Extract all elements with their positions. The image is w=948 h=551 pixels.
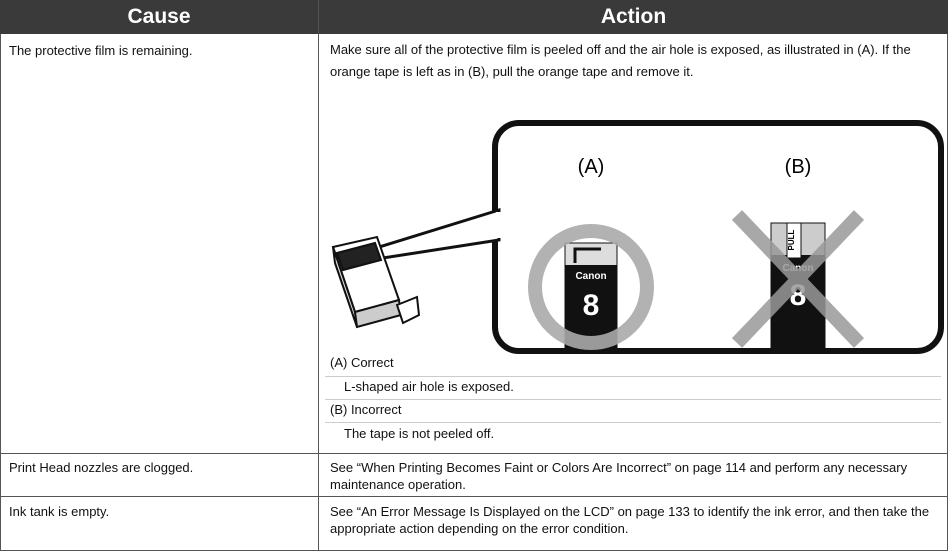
cause: Print Head nozzles are clogged. [9, 460, 194, 475]
note-detail: The tape is not peeled off. [344, 426, 495, 441]
action: See “When Printing Becomes Faint or Colo… [330, 460, 908, 492]
pull-label: PULL [787, 229, 796, 250]
ink-number: 8 [583, 289, 600, 322]
action: See “An Error Message Is Displayed on th… [330, 504, 930, 536]
figure-label: (B) [785, 156, 812, 178]
note-label: (B) Incorrect [330, 402, 402, 417]
illustration: (A) (B) Canon 8 PULL Canon 8 [331, 120, 944, 354]
separator [325, 376, 941, 377]
border [318, 0, 319, 551]
brand: Canon [575, 271, 606, 282]
brand: Canon [782, 263, 813, 274]
header-action: Action [319, 0, 948, 34]
border [0, 496, 948, 497]
note-detail: L-shaped air hole is exposed. [344, 379, 514, 394]
cause: Ink tank is empty. [9, 504, 110, 519]
cause: The protective film is remaining. [9, 43, 193, 58]
header-cause: Cause [0, 0, 318, 34]
border [0, 453, 948, 454]
border [0, 34, 1, 551]
note-label: (A) Correct [330, 355, 394, 370]
separator [325, 399, 941, 400]
action: Make sure all of the protective film is … [330, 42, 911, 79]
separator [325, 422, 941, 423]
figure-label: (A) [578, 156, 605, 178]
